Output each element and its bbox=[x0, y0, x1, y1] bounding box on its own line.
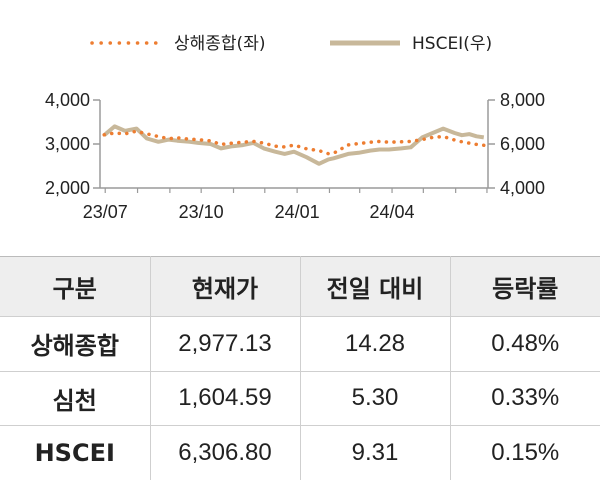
row-price: 6,306.80 bbox=[150, 425, 301, 480]
header-category: 구분 bbox=[0, 256, 151, 317]
header-current-price: 현재가 bbox=[150, 256, 301, 317]
chart-legend: 상해종합(좌) HSCEI(우) bbox=[90, 34, 492, 54]
y-right-tick-label: 6,000 bbox=[500, 134, 545, 154]
series-line-hscei bbox=[102, 124, 485, 166]
row-rate: 0.48% bbox=[491, 329, 560, 357]
table-row: HSCEI 6,306.80 9.31 0.15% bbox=[0, 425, 600, 480]
y-left-tick-label: 4,000 bbox=[45, 90, 90, 110]
x-tick-label: 24/04 bbox=[370, 202, 415, 222]
chart-axes: 4,000 3,000 2,000 8,000 6,000 4,000 23/07 23/10… bbox=[45, 90, 545, 222]
row-price: 2,977.13 bbox=[150, 316, 301, 371]
row-rate: 0.33% bbox=[491, 384, 560, 412]
legend-label-hscei: HSCEI(우) bbox=[412, 34, 492, 54]
x-tick-label: 23/07 bbox=[83, 202, 128, 222]
index-quote-table: 구분 현재가 전일 대비 등락률 상해종합 2,977.13 14.28 0.4… bbox=[0, 256, 600, 480]
legend-label-shanghai: 상해종합(좌) bbox=[174, 34, 265, 54]
table-row: 심천 1,604.59 5.30 0.33% bbox=[0, 371, 600, 426]
row-change: 5.30 bbox=[300, 371, 451, 426]
chart-series bbox=[102, 124, 486, 166]
table-header-row: 구분 현재가 전일 대비 등락률 bbox=[0, 256, 600, 317]
row-rate: 0.15% bbox=[491, 439, 560, 466]
index-line-chart: 상해종합(좌) HSCEI(우) 4,000 3,000 2,000 8,000 6,00… bbox=[45, 34, 545, 222]
y-right-tick-label: 8,000 bbox=[500, 90, 545, 110]
row-change: 9.31 bbox=[300, 425, 451, 480]
row-price: 1,604.59 bbox=[150, 371, 301, 426]
row-name: 심천 bbox=[0, 371, 151, 426]
row-change: 14.28 bbox=[300, 316, 451, 371]
x-tick-label: 23/10 bbox=[179, 202, 224, 222]
y-left-tick-label: 2,000 bbox=[45, 178, 90, 198]
x-tick-label: 24/01 bbox=[275, 202, 320, 222]
y-right-tick-label: 4,000 bbox=[500, 178, 545, 198]
table-row: 상해종합 2,977.13 14.28 0.48% bbox=[0, 316, 600, 371]
header-change-rate: 등락률 bbox=[492, 275, 559, 303]
header-day-change: 전일 대비 bbox=[300, 256, 451, 317]
series-line-shanghai bbox=[102, 129, 486, 156]
row-name: 상해종합 bbox=[0, 316, 151, 371]
y-left-tick-label: 3,000 bbox=[45, 134, 90, 154]
row-name: HSCEI bbox=[0, 425, 151, 480]
